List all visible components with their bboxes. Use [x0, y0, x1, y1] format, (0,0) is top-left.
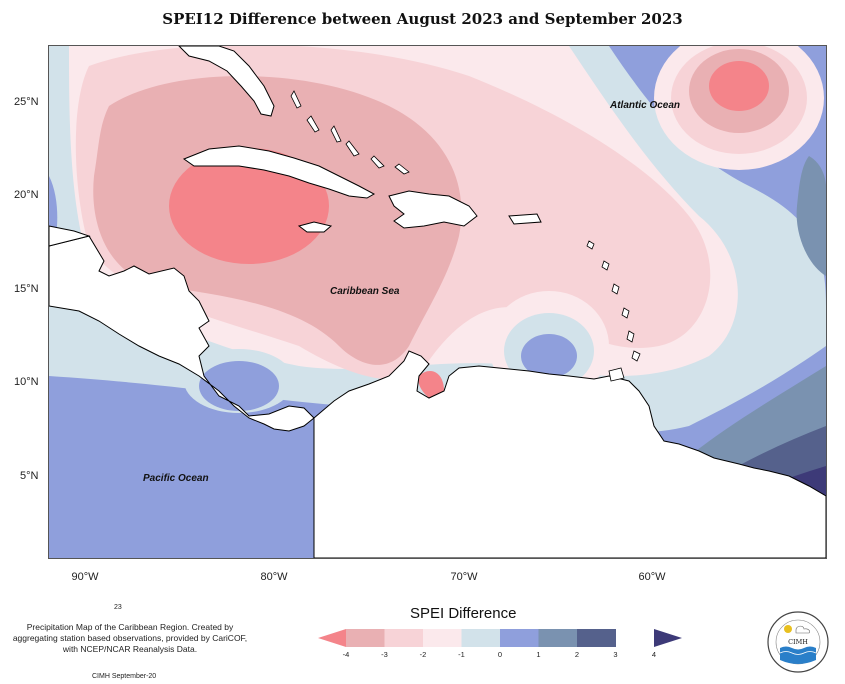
legend-tick-label: 2: [575, 650, 579, 659]
panama-blob-core: [199, 361, 279, 411]
legend-swatch: [538, 629, 578, 647]
legend-tick-label: 0: [498, 650, 502, 659]
land-hispaniola: [388, 190, 478, 229]
lat-label-15n: 15°N: [14, 283, 39, 295]
lat-label-25n: 25°N: [14, 96, 39, 108]
lon-label-60w: 60°W: [638, 571, 666, 583]
lon-label-70w: 70°W: [450, 571, 478, 583]
legend-bar: -4 -3 -2 -1 0 1 2 3 4: [318, 629, 682, 659]
legend-swatch: [423, 629, 462, 647]
land-florida: [178, 46, 275, 117]
legend-tick-label: 4: [652, 650, 656, 659]
land-trinidad: [608, 367, 625, 382]
legend-swatch: [500, 629, 539, 647]
page-number: 23: [114, 604, 122, 611]
legend-tick-label: 3: [613, 650, 617, 659]
legend-tick-label: -2: [420, 650, 427, 659]
lon-label-90w: 90°W: [71, 571, 99, 583]
land-south-america: [313, 350, 826, 558]
lon-label-80w: 80°W: [260, 571, 288, 583]
legend-swatch: [346, 629, 385, 647]
land-cuba: [182, 145, 376, 199]
field-core-minus4: [169, 148, 329, 264]
label-caribbean-sea: Caribbean Sea: [330, 286, 400, 297]
land-jamaica: [297, 221, 333, 233]
legend-tick-label: 1: [536, 650, 540, 659]
legend-tick-label: -1: [458, 650, 465, 659]
land-lesser-antilles: [586, 240, 641, 362]
lat-label-5n: 5°N: [20, 470, 39, 482]
map-panel: Atlantic Ocean Caribbean Sea Pacific Oce…: [48, 45, 827, 559]
legend-title: SPEI Difference: [410, 605, 517, 622]
map-title: SPEI12 Difference between August 2023 an…: [162, 10, 683, 28]
waves-icon: [780, 646, 816, 664]
logo-text: CIMH: [788, 638, 808, 646]
map-description: Precipitation Map of the Caribbean Regio…: [12, 622, 248, 654]
lat-label-10n: 10°N: [14, 376, 39, 388]
color-legend: -4 -3 -2 -1 0 1 2 3 4: [318, 629, 688, 664]
cimh-logo-graphic: CIMH: [767, 611, 829, 673]
land-central-america: [49, 235, 315, 432]
legend-tick-label: -3: [381, 650, 388, 659]
legend-arrow-left: [318, 629, 346, 647]
map-credit: CIMH September-20: [92, 673, 157, 680]
field-right-patch: [796, 156, 826, 276]
sun-icon: [784, 625, 792, 633]
land-yucatan: [49, 225, 91, 247]
legend-swatch: [461, 629, 501, 647]
atlantic-hotspot-core: [709, 61, 769, 111]
legend-swatch: [384, 629, 424, 647]
label-atlantic-ocean: Atlantic Ocean: [609, 100, 680, 111]
cimh-logo: CIMH: [766, 610, 830, 679]
label-pacific-ocean: Pacific Ocean: [143, 473, 209, 484]
land-puerto-rico: [508, 213, 542, 225]
legend-arrow-right: [654, 629, 682, 647]
lat-label-20n: 20°N: [14, 189, 39, 201]
legend-swatch: [577, 629, 616, 647]
south-blob-core: [521, 334, 577, 378]
spei-map: Atlantic Ocean Caribbean Sea Pacific Oce…: [49, 46, 826, 558]
legend-tick-label: -4: [343, 650, 350, 659]
cloud-icon: [795, 625, 810, 634]
land-bahamas: [290, 90, 410, 175]
